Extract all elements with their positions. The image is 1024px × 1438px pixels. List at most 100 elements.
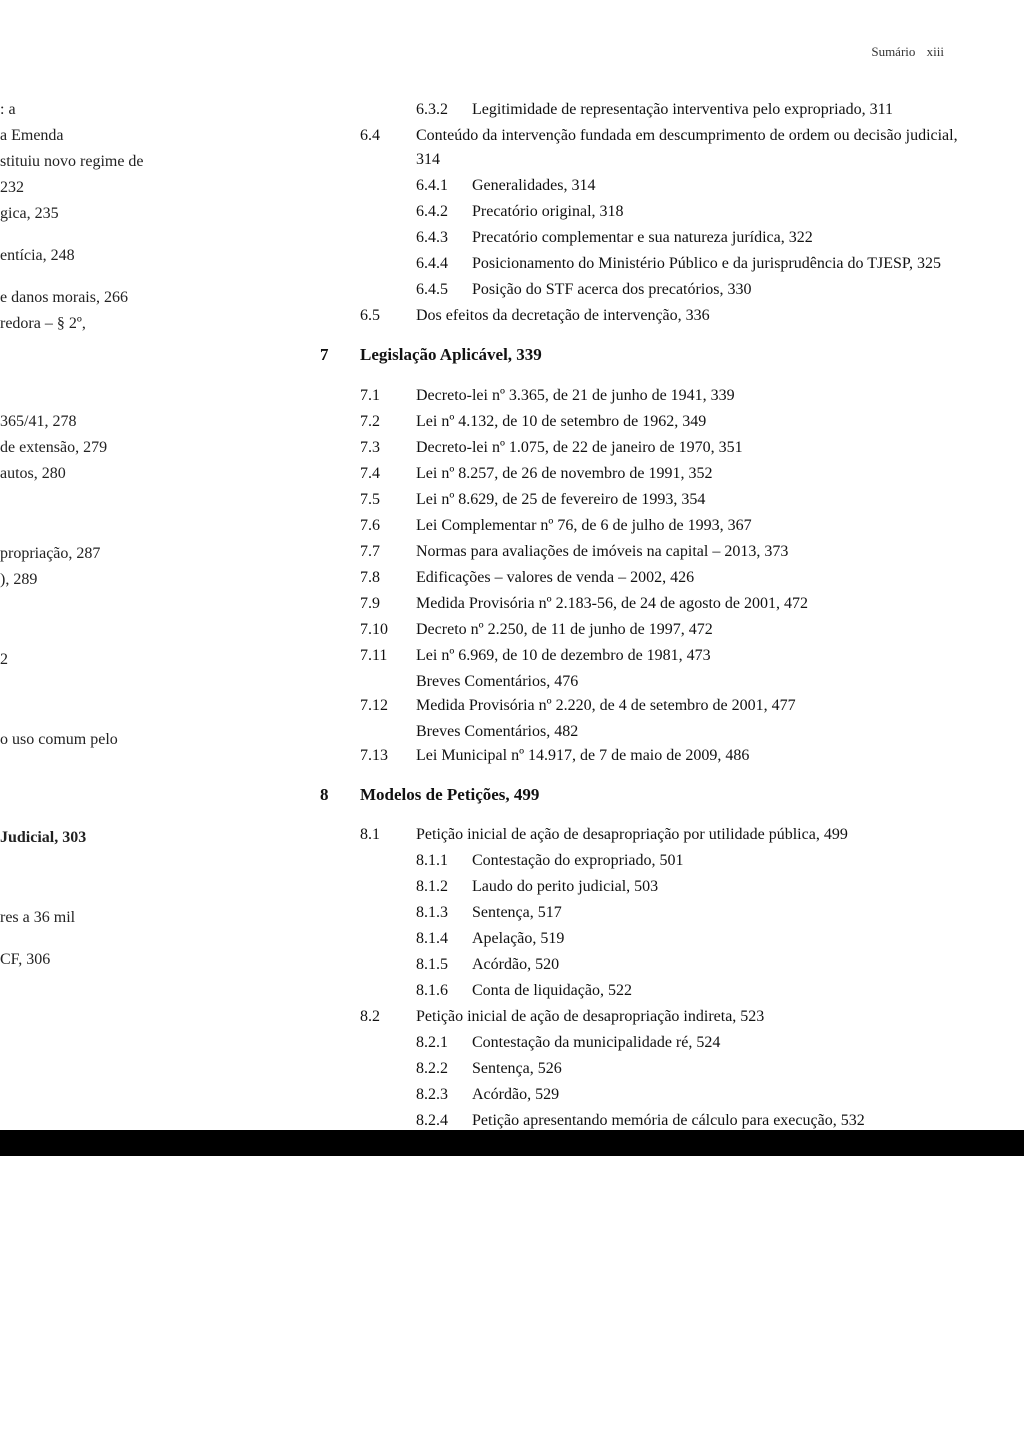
entry-number: 8.2.2	[416, 1057, 472, 1081]
entry-number: 7.12	[360, 694, 416, 718]
toc-entry: 7.13Lei Municipal nº 14.917, de 7 de mai…	[360, 744, 970, 768]
entry-number: 7.5	[360, 488, 416, 512]
entry-text: Precatório original, 318	[472, 200, 970, 224]
section-title: Modelos de Petições, 499	[360, 782, 539, 808]
entry-number: 6.4.5	[416, 278, 472, 302]
entry-text: Posição do STF acerca dos precatórios, 3…	[472, 278, 970, 302]
toc-entry: 7.3Decreto-lei nº 1.075, de 22 de janeir…	[360, 436, 970, 460]
entry-number: 8.1	[360, 823, 416, 847]
entry-continuation: Breves Comentários, 476	[416, 670, 970, 694]
entry-number: 7.10	[360, 618, 416, 642]
fragment: propriação, 287	[0, 542, 190, 566]
entry-number: 8.1.1	[416, 849, 472, 873]
entry-text: Legitimidade de representação interventi…	[472, 98, 970, 122]
toc-entry: 8.1.4Apelação, 519	[416, 927, 970, 951]
toc-entry: 6.3.2Legitimidade de representação inter…	[416, 98, 970, 122]
entry-number: 8.1.2	[416, 875, 472, 899]
toc-entry: 7.12Medida Provisória nº 2.220, de 4 de …	[360, 694, 970, 718]
section-number: 7	[320, 342, 360, 368]
toc-entry: 7.8Edificações – valores de venda – 2002…	[360, 566, 970, 590]
fragment: o uso comum pelo	[0, 728, 190, 752]
section-title: Legislação Aplicável, 339	[360, 342, 542, 368]
entry-text: Lei Complementar nº 76, de 6 de julho de…	[416, 514, 970, 538]
toc-entry: 8.1.3Sentença, 517	[416, 901, 970, 925]
fragment: stituiu novo regime de	[0, 150, 190, 174]
toc-section-8: 8 Modelos de Petições, 499 8.1Petição in…	[320, 782, 970, 1134]
toc-entry: 6.4.3Precatório complementar e sua natur…	[416, 226, 970, 250]
entry-text: Contestação da municipalidade ré, 524	[472, 1031, 970, 1055]
toc-section-7: 7 Legislação Aplicável, 339 7.1Decreto-l…	[320, 342, 970, 768]
entry-text: Lei nº 8.257, de 26 de novembro de 1991,…	[416, 462, 970, 486]
entry-text: Dos efeitos da decretação de intervenção…	[416, 304, 970, 328]
entry-number: 8.1.3	[416, 901, 472, 925]
toc-entry: 8.1.1Contestação do expropriado, 501	[416, 849, 970, 873]
entry-number: 7.1	[360, 384, 416, 408]
toc-entry: 7.5Lei nº 8.629, de 25 de fevereiro de 1…	[360, 488, 970, 512]
entry-text: Laudo do perito judicial, 503	[472, 875, 970, 899]
toc-entry: 7.1Decreto-lei nº 3.365, de 21 de junho …	[360, 384, 970, 408]
toc-entry: 8.1Petição inicial de ação de desapropri…	[360, 823, 970, 847]
entry-text: Contestação do expropriado, 501	[472, 849, 970, 873]
entry-number: 6.3.2	[416, 98, 472, 122]
entry-number: 6.4.3	[416, 226, 472, 250]
toc-entry: 7.4Lei nº 8.257, de 26 de novembro de 19…	[360, 462, 970, 486]
fragment: autos, 280	[0, 462, 190, 486]
entry-text: Acórdão, 529	[472, 1083, 970, 1107]
entry-text: Medida Provisória nº 2.183-56, de 24 de …	[416, 592, 970, 616]
fragment: res a 36 mil	[0, 906, 190, 930]
entry-number: 6.4.1	[416, 174, 472, 198]
fragment: a Emenda	[0, 124, 190, 148]
toc-entry: 7.7Normas para avaliações de imóveis na …	[360, 540, 970, 564]
entry-number: 8.1.6	[416, 979, 472, 1003]
entry-number: 8.1.5	[416, 953, 472, 977]
entry-text: Decreto nº 2.250, de 11 de junho de 1997…	[416, 618, 970, 642]
entry-text: Petição inicial de ação de desapropriaçã…	[416, 1005, 970, 1029]
entry-text: Petição inicial de ação de desapropriaçã…	[416, 823, 970, 847]
fragment: e danos morais, 266	[0, 286, 190, 310]
fragment: 2	[0, 648, 190, 672]
entry-number: 8.2.1	[416, 1031, 472, 1055]
bottom-black-bar	[0, 1130, 1024, 1156]
toc-entry: 8.2Petição inicial de ação de desapropri…	[360, 1005, 970, 1029]
entry-number: 6.4.4	[416, 252, 472, 276]
toc-entry: 7.9Medida Provisória nº 2.183-56, de 24 …	[360, 592, 970, 616]
entry-number: 7.6	[360, 514, 416, 538]
toc-section-6-continued: 6.3.2Legitimidade de representação inter…	[320, 98, 970, 328]
toc-entry: 8.1.5Acórdão, 520	[416, 953, 970, 977]
toc-entry: 8.2.1Contestação da municipalidade ré, 5…	[416, 1031, 970, 1055]
entry-number: 7.13	[360, 744, 416, 768]
left-column-fragments: : a a Emenda stituiu novo regime de 232 …	[0, 98, 190, 974]
toc-entry: 8.2.2Sentença, 526	[416, 1057, 970, 1081]
fragment: entícia, 248	[0, 244, 190, 268]
fragment: 365/41, 278	[0, 410, 190, 434]
entry-text: Generalidades, 314	[472, 174, 970, 198]
entry-text: Conteúdo da intervenção fundada em descu…	[416, 124, 970, 172]
section-heading: 7 Legislação Aplicável, 339	[320, 342, 970, 368]
entry-number: 7.4	[360, 462, 416, 486]
entry-number: 7.3	[360, 436, 416, 460]
header-label: Sumário	[871, 44, 915, 59]
entry-text: Lei nº 6.969, de 10 de dezembro de 1981,…	[416, 644, 970, 668]
entry-text: Sentença, 517	[472, 901, 970, 925]
entry-number: 6.5	[360, 304, 416, 328]
entry-number: 7.9	[360, 592, 416, 616]
entry-number: 7.2	[360, 410, 416, 434]
entry-text: Edificações – valores de venda – 2002, 4…	[416, 566, 970, 590]
entry-text: Apelação, 519	[472, 927, 970, 951]
toc-entry: 8.1.6Conta de liquidação, 522	[416, 979, 970, 1003]
toc-entry: 7.6Lei Complementar nº 76, de 6 de julho…	[360, 514, 970, 538]
entry-number: 8.1.4	[416, 927, 472, 951]
toc-entry: 6.5Dos efeitos da decretação de interven…	[360, 304, 970, 328]
section-heading: 8 Modelos de Petições, 499	[320, 782, 970, 808]
entry-text: Normas para avaliações de imóveis na cap…	[416, 540, 970, 564]
entry-text: Conta de liquidação, 522	[472, 979, 970, 1003]
header-page-number: xiii	[927, 44, 944, 59]
fragment: ), 289	[0, 568, 190, 592]
toc-entry: 7.11Lei nº 6.969, de 10 de dezembro de 1…	[360, 644, 970, 668]
fragment: : a	[0, 98, 190, 122]
entry-text: Posicionamento do Ministério Público e d…	[472, 252, 970, 276]
entry-text: Acórdão, 520	[472, 953, 970, 977]
section-number: 8	[320, 782, 360, 808]
entry-number: 7.8	[360, 566, 416, 590]
toc-entry: 6.4.4Posicionamento do Ministério Públic…	[416, 252, 970, 276]
